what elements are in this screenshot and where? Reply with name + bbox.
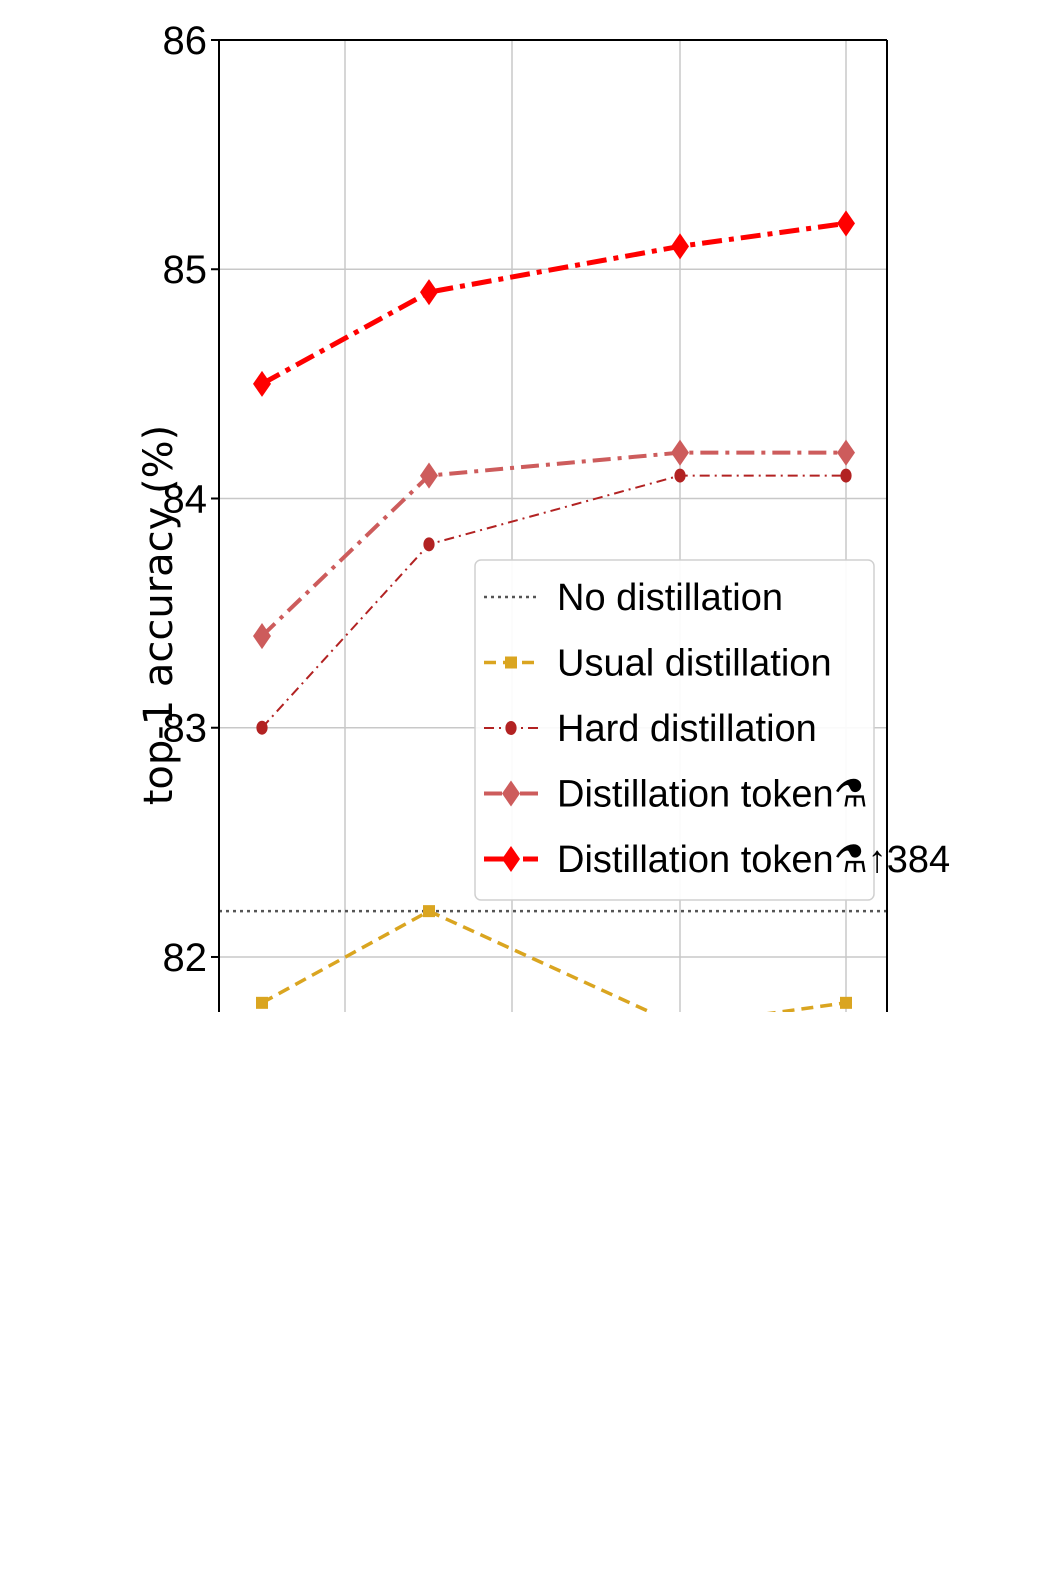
legend-label-3: Distillation token⚗ [557, 774, 868, 816]
legend-box [474, 559, 875, 901]
y-tick-label-1: 83 [163, 707, 208, 751]
data-point-3-3 [837, 439, 855, 466]
data-point-1-0 [256, 996, 268, 1009]
y-tick-label-4: 86 [163, 19, 208, 63]
series-line-1 [261, 909, 847, 1012]
series-1 [256, 905, 852, 1032]
data-point-4-3 [837, 210, 855, 237]
legend-marker-3 [502, 780, 520, 807]
data-point-1-2 [674, 1020, 686, 1032]
y-tick-label-0: 82 [163, 936, 208, 980]
series-layer [219, 210, 887, 1032]
data-point-2-3 [840, 468, 852, 483]
legend-marker-1 [505, 656, 517, 669]
legend-item-2: Hard distillation [484, 708, 817, 750]
legend-marker-2 [505, 721, 517, 735]
data-point-4-1 [420, 279, 438, 306]
series-line-4 [260, 220, 847, 387]
legend-item-4: Distillation token⚗↑384 [484, 839, 950, 881]
legend: No distillation Usual distillation Hard di… [474, 559, 950, 901]
data-point-4-2 [671, 233, 689, 260]
series-3 [253, 439, 855, 650]
axes: 82 83 84 85 86 [163, 19, 888, 1012]
data-point-3-2 [671, 439, 689, 466]
legend-label-0: No distillation [557, 577, 783, 619]
data-point-4-0 [253, 370, 271, 397]
series-line-2 [261, 474, 846, 729]
legend-item-3: Distillation token⚗ [484, 774, 868, 816]
y-axis-label: top-1 accuracy (%) [136, 425, 182, 806]
data-point-2-2 [674, 468, 686, 483]
data-point-3-0 [253, 622, 271, 650]
legend-label-4: Distillation token⚗↑384 [557, 839, 950, 881]
series-2 [256, 468, 852, 735]
legend-label-1: Usual distillation [557, 643, 832, 685]
data-point-2-0 [256, 720, 268, 735]
data-point-2-1 [423, 537, 435, 552]
y-tick-label-2: 84 [163, 477, 208, 521]
series-4 [253, 210, 855, 397]
legend-item-0: No distillation [484, 577, 783, 619]
data-point-1-1 [423, 905, 435, 918]
legend-item-1: Usual distillation [484, 643, 832, 685]
legend-marker-4 [502, 845, 520, 873]
series-line-3 [260, 450, 846, 638]
legend-label-2: Hard distillation [557, 708, 817, 750]
data-point-3-1 [420, 462, 438, 489]
data-point-1-3 [840, 996, 852, 1009]
y-tick-label-3: 85 [163, 248, 208, 292]
